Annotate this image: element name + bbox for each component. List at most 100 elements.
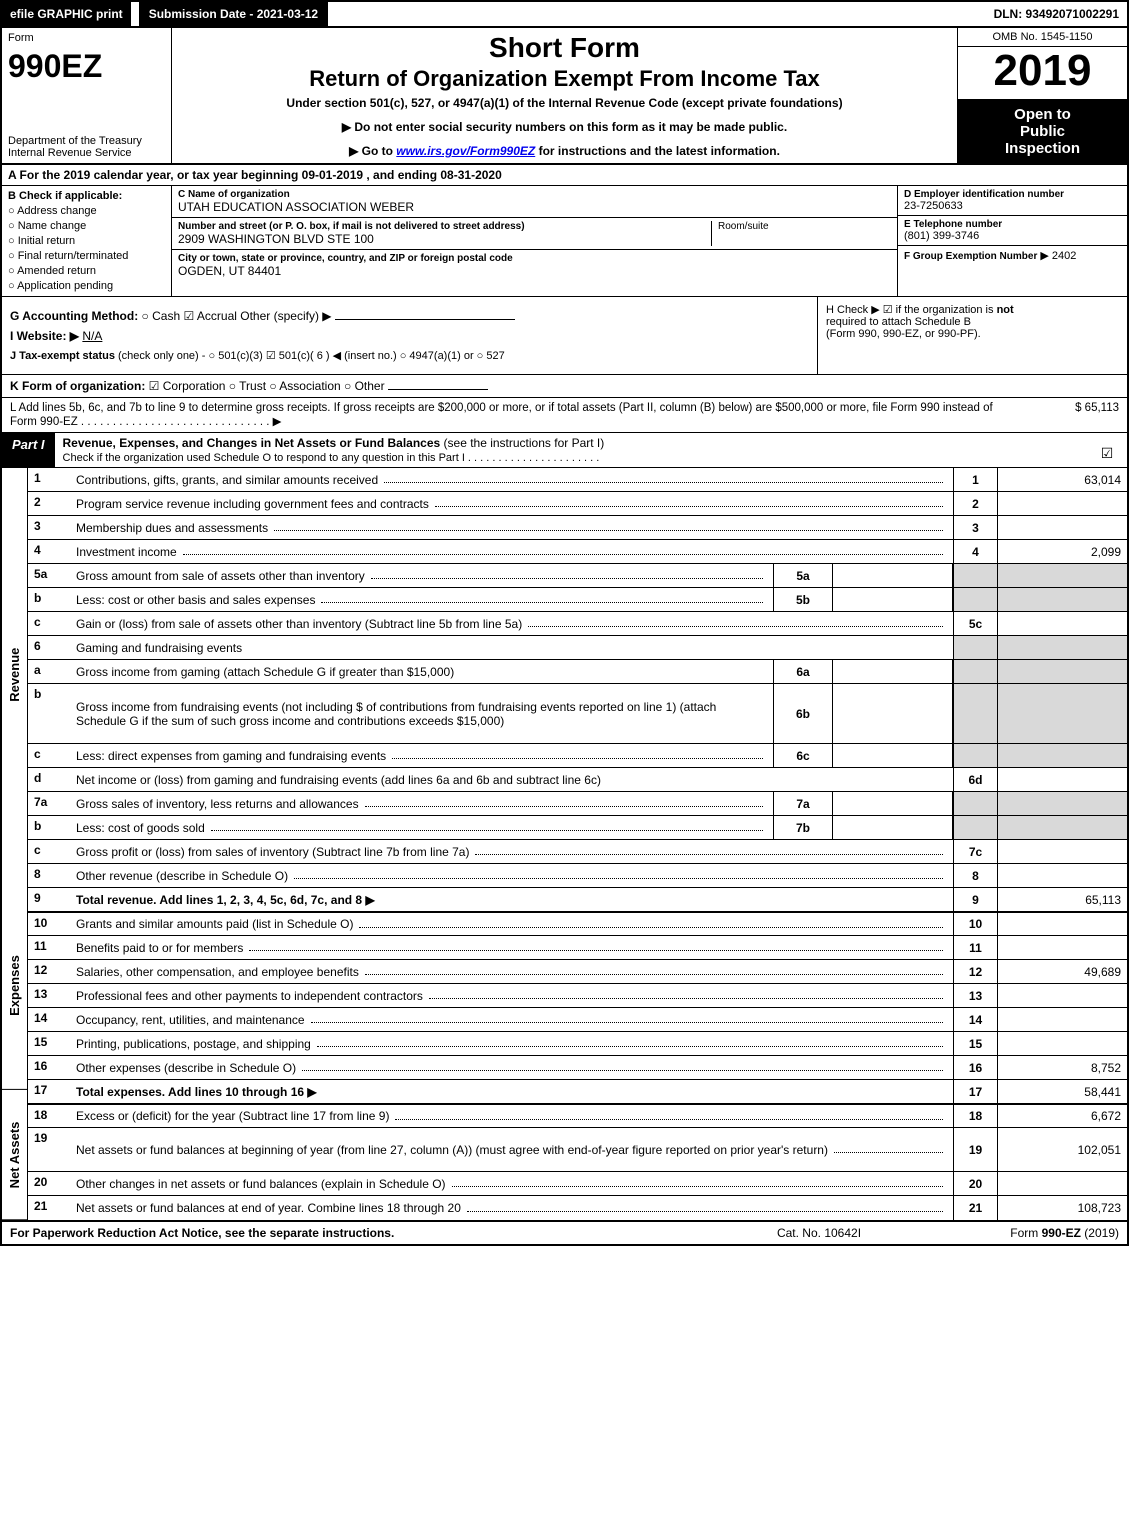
row-5c: c Gain or (loss) from sale of assets oth… <box>28 612 1127 636</box>
num-7c: c <box>28 840 72 863</box>
short-form-title: Short Form <box>180 32 949 64</box>
sub-6b: 6b <box>773 684 833 743</box>
rn-5b-shade <box>953 588 997 611</box>
g-label: G Accounting Method: <box>10 309 138 323</box>
row-3: 3 Membership dues and assessments 3 <box>28 516 1127 540</box>
k-line: K Form of organization: ☑ Corporation ○ … <box>2 375 1127 398</box>
part-i-checkbox[interactable]: ☑ <box>1087 433 1127 467</box>
rn-11: 11 <box>953 936 997 959</box>
city-label: City or town, state or province, country… <box>178 253 891 264</box>
subval-7a <box>833 792 953 815</box>
opt-final-return[interactable]: Final return/terminated <box>8 250 165 262</box>
desc-6c: Less: direct expenses from gaming and fu… <box>72 744 773 767</box>
opt-initial-return[interactable]: Initial return <box>8 235 165 247</box>
public-inspection: Open to Public Inspection <box>958 100 1127 163</box>
irs-link[interactable]: www.irs.gov/Form990EZ <box>396 144 535 158</box>
amt-21: 108,723 <box>997 1196 1127 1220</box>
desc-1: Contributions, gifts, grants, and simila… <box>72 468 953 491</box>
form-word: Form <box>8 32 165 44</box>
g-other-blank[interactable] <box>335 319 515 320</box>
side-expenses: Expenses <box>2 882 27 1090</box>
dept-line2: Internal Revenue Service <box>8 147 132 159</box>
opt-name-change[interactable]: Name change <box>8 220 165 232</box>
sub-6a: 6a <box>773 660 833 683</box>
desc-6a: Gross income from gaming (attach Schedul… <box>72 660 773 683</box>
sub-5b: 5b <box>773 588 833 611</box>
form-number: 990EZ <box>8 48 165 85</box>
row-13: 13 Professional fees and other payments … <box>28 984 1127 1008</box>
return-title: Return of Organization Exempt From Incom… <box>180 66 949 92</box>
num-21: 21 <box>28 1196 72 1220</box>
desc-4: Investment income <box>72 540 953 563</box>
g-line: G Accounting Method: ○ Cash ☑ Accrual Ot… <box>10 309 809 323</box>
row-6a: a Gross income from gaming (attach Sched… <box>28 660 1127 684</box>
num-2: 2 <box>28 492 72 515</box>
org-name: UTAH EDUCATION ASSOCIATION WEBER <box>178 200 891 214</box>
footer-left: For Paperwork Reduction Act Notice, see … <box>10 1226 719 1240</box>
c-label: C Name of organization <box>178 189 891 200</box>
rn-20: 20 <box>953 1172 997 1195</box>
amt-5c <box>997 612 1127 635</box>
room-suite-label: Room/suite <box>711 221 891 246</box>
num-5b: b <box>28 588 72 611</box>
amt-16: 8,752 <box>997 1056 1127 1079</box>
amt-7a-shade <box>997 792 1127 815</box>
rn-7a-shade <box>953 792 997 815</box>
gj-left: G Accounting Method: ○ Cash ☑ Accrual Ot… <box>2 297 817 374</box>
k-options[interactable]: ☑ Corporation ○ Trust ○ Association ○ Ot… <box>149 379 385 393</box>
section-b-label: B Check if applicable: <box>8 190 165 202</box>
amt-1: 63,014 <box>997 468 1127 491</box>
opt-address-change[interactable]: Address change <box>8 205 165 217</box>
desc-19: Net assets or fund balances at beginning… <box>72 1128 953 1171</box>
phone-cell: E Telephone number (801) 399-3746 <box>898 216 1127 246</box>
rn-6c-shade <box>953 744 997 767</box>
opt-amended-return[interactable]: Amended return <box>8 265 165 277</box>
ssn-warning: Do not enter social security numbers on … <box>180 120 949 134</box>
row-7a: 7a Gross sales of inventory, less return… <box>28 792 1127 816</box>
j-options[interactable]: ○ 501(c)(3) ☑ 501(c)( 6 ) ◀ (insert no.)… <box>209 350 505 362</box>
desc-7a: Gross sales of inventory, less returns a… <box>72 792 773 815</box>
topbar-spacer <box>328 2 985 26</box>
desc-5c: Gain or (loss) from sale of assets other… <box>72 612 953 635</box>
org-name-row: C Name of organization UTAH EDUCATION AS… <box>172 186 897 218</box>
num-11: 11 <box>28 936 72 959</box>
amt-10 <box>997 913 1127 935</box>
website-value: N/A <box>82 329 102 343</box>
row-11: 11 Benefits paid to or for members 11 <box>28 936 1127 960</box>
group-exemption-cell: F Group Exemption Number ▶ 2402 <box>898 246 1127 265</box>
instructions-link-line: Go to www.irs.gov/Form990EZ for instruct… <box>180 144 949 158</box>
g-options[interactable]: ○ Cash ☑ Accrual Other (specify) ▶ <box>142 309 332 323</box>
street-label: Number and street (or P. O. box, if mail… <box>178 221 711 232</box>
num-15: 15 <box>28 1032 72 1055</box>
ein-cell: D Employer identification number 23-7250… <box>898 186 1127 216</box>
num-6b: b <box>28 684 72 743</box>
amt-4: 2,099 <box>997 540 1127 563</box>
num-8: 8 <box>28 864 72 887</box>
rn-18: 18 <box>953 1105 997 1127</box>
inspection-l3: Inspection <box>962 140 1123 157</box>
section-b: B Check if applicable: Address change Na… <box>2 186 172 296</box>
desc-5a: Gross amount from sale of assets other t… <box>72 564 773 587</box>
desc-12: Salaries, other compensation, and employ… <box>72 960 953 983</box>
row-5a: 5a Gross amount from sale of assets othe… <box>28 564 1127 588</box>
efile-label[interactable]: efile GRAPHIC print <box>2 2 131 26</box>
num-6a: a <box>28 660 72 683</box>
h-not: not <box>997 304 1014 316</box>
page-footer: For Paperwork Reduction Act Notice, see … <box>2 1222 1127 1244</box>
desc-2: Program service revenue including govern… <box>72 492 953 515</box>
k-other-blank[interactable] <box>388 389 488 390</box>
f-label: F Group Exemption Number <box>904 251 1037 262</box>
opt-application-pending[interactable]: Application pending <box>8 280 165 292</box>
sub-5a: 5a <box>773 564 833 587</box>
num-20: 20 <box>28 1172 72 1195</box>
row-19: 19 Net assets or fund balances at beginn… <box>28 1128 1127 1172</box>
num-16: 16 <box>28 1056 72 1079</box>
row-8: 8 Other revenue (describe in Schedule O)… <box>28 864 1127 888</box>
goto-post: for instructions and the latest informat… <box>535 144 780 158</box>
desc-14: Occupancy, rent, utilities, and maintena… <box>72 1008 953 1031</box>
desc-20: Other changes in net assets or fund bala… <box>72 1172 953 1195</box>
amt-2 <box>997 492 1127 515</box>
inspection-l1: Open to <box>962 106 1123 123</box>
h-text-1: H Check ▶ ☑ if the organization is <box>826 304 997 316</box>
desc-7b: Less: cost of goods sold <box>72 816 773 839</box>
